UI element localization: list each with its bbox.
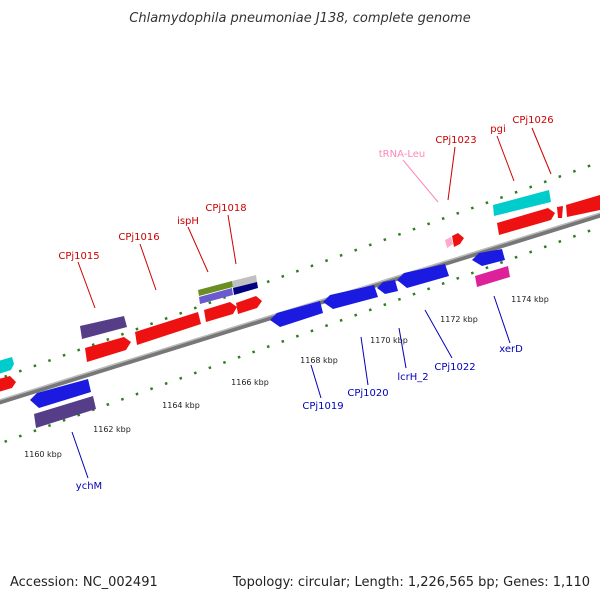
scale-labels: 1160 kbp 1162 kbp 1164 kbp 1166 kbp 1168… [24, 295, 549, 459]
scale-label: 1174 kbp [511, 295, 549, 304]
scale-label: 1172 kbp [440, 315, 478, 324]
gene-feature [236, 296, 262, 314]
gene-feature [233, 282, 258, 295]
reverse-genes [30, 249, 510, 428]
gene-label: CPj1022 [434, 362, 475, 373]
gene-feature [472, 249, 505, 266]
gene-feature [30, 379, 91, 408]
gene-label: xerD [499, 344, 523, 355]
gene-feature [323, 285, 378, 309]
gene-feature [80, 316, 127, 339]
gene-label: CPj1018 [205, 203, 246, 214]
gene-feature [198, 281, 233, 296]
gene-label: CPj1015 [58, 251, 99, 262]
gene-label: ychM [76, 481, 102, 492]
gene-feature [377, 280, 398, 294]
gene-feature [475, 266, 510, 287]
accession-text: Accession: NC_002491 [10, 575, 158, 590]
gene-feature [397, 264, 449, 288]
gene-feature [85, 337, 131, 362]
gene-feature [232, 275, 257, 288]
topology-text: Topology: circular; Length: 1,226,565 bp… [232, 575, 590, 590]
gene-feature [566, 195, 600, 217]
scale-label: 1166 kbp [231, 378, 269, 387]
scale-label: 1162 kbp [93, 425, 131, 434]
gene-label: pgi [490, 124, 505, 135]
trna-feature [445, 237, 453, 248]
gene-feature [204, 302, 237, 322]
gene-feature [135, 312, 201, 345]
gene-feature [557, 206, 563, 218]
gene-label: tRNA-Leu [379, 149, 425, 160]
gene-feature [0, 376, 16, 392]
gene-label: CPj1020 [347, 388, 388, 399]
scale-label: 1164 kbp [162, 401, 200, 410]
scale-label: 1168 kbp [300, 356, 338, 365]
gene-label: CPj1026 [512, 115, 553, 126]
gene-label: lcrH_2 [397, 372, 428, 383]
gene-label: CPj1023 [435, 135, 476, 146]
gene-feature [452, 233, 464, 247]
gene-label: CPj1019 [302, 401, 343, 412]
gene-feature [497, 208, 555, 235]
scale-label: 1170 kbp [370, 336, 408, 345]
label-leaders [71, 127, 552, 479]
gene-feature [493, 190, 551, 216]
gene-label: ispH [177, 216, 199, 227]
gene-feature [34, 396, 96, 428]
gene-labels: CPj1015 CPj1016 ispH CPj1018 tRNA-Leu CP… [58, 115, 553, 492]
gene-label: CPj1016 [118, 232, 159, 243]
gene-feature [0, 357, 14, 374]
gene-feature [270, 301, 323, 327]
map-title: Chlamydophila pneumoniae J138, complete … [129, 11, 470, 26]
forward-genes [0, 190, 600, 392]
gene-feature [199, 288, 233, 304]
scale-label: 1160 kbp [24, 450, 62, 459]
